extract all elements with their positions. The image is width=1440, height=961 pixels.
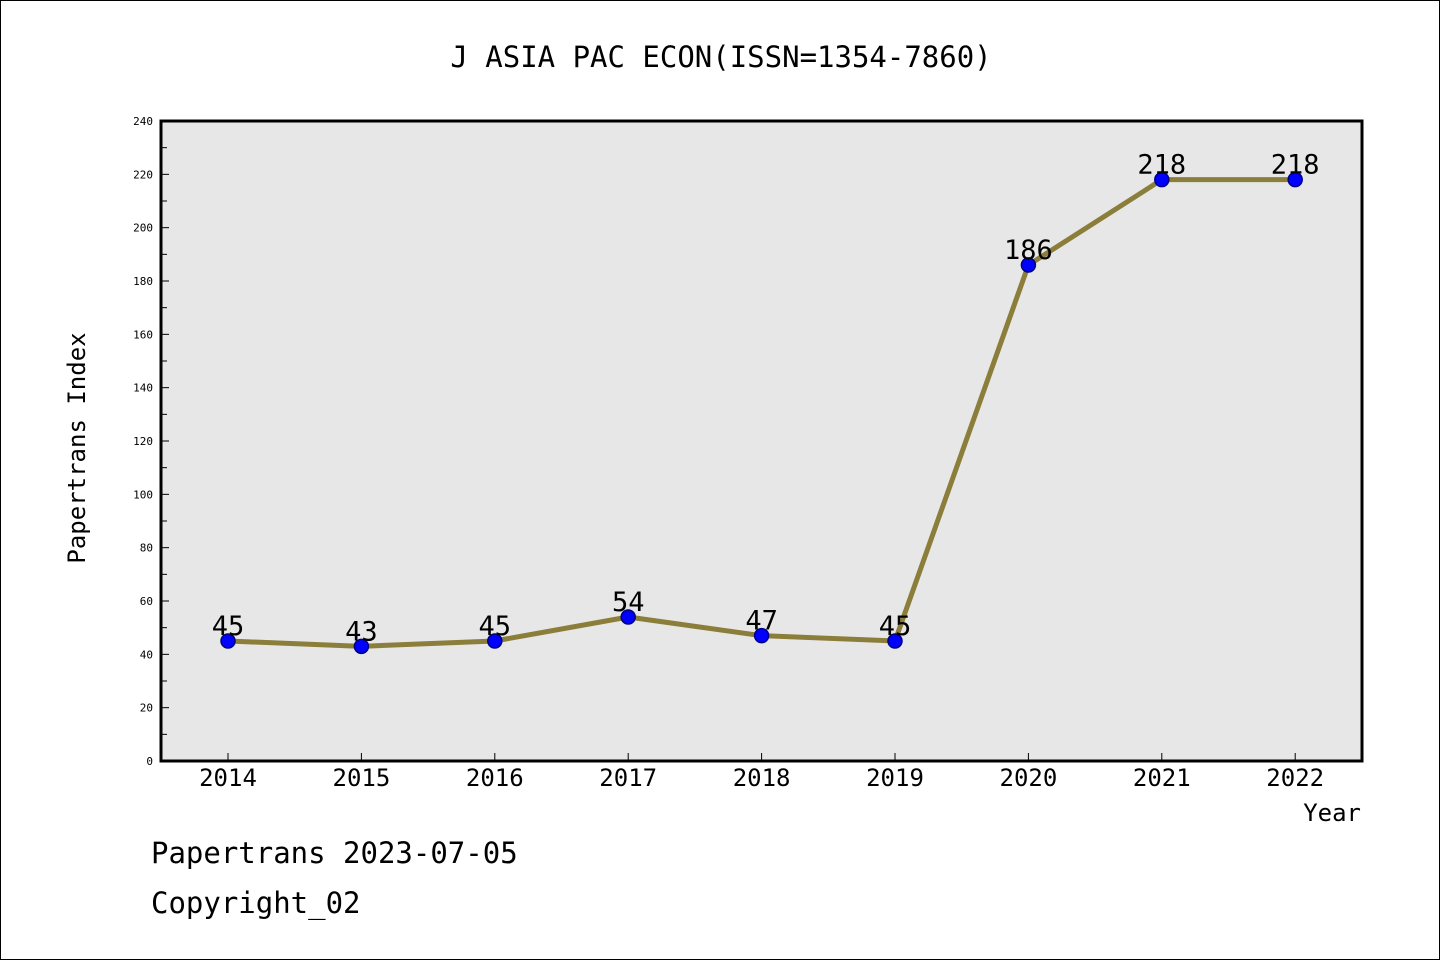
- data-label: 47: [745, 606, 778, 637]
- data-label: 218: [1271, 150, 1320, 181]
- y-tick-label: 120: [133, 435, 153, 448]
- data-point: [1020, 257, 1037, 273]
- data-label-layer: 45 43 45 54 47 45 186 218 218: [212, 150, 1320, 648]
- y-axis: 0 20 40 60 80 100 120 140 160 180 200 220 240: [133, 115, 169, 768]
- y-tick-label: 240: [133, 115, 153, 128]
- y-tick-label: 100: [133, 488, 153, 501]
- chart-title: J ASIA PAC ECON(ISSN=1354-7860): [450, 40, 991, 74]
- x-tick-label: 2018: [733, 764, 791, 792]
- y-tick-label: 20: [140, 702, 153, 715]
- y-tick-label: 180: [133, 275, 153, 288]
- x-axis-label: Year: [1303, 799, 1361, 827]
- y-axis-label: Papertrans Index: [63, 332, 91, 563]
- y-tick-label: 140: [133, 382, 153, 395]
- y-tick-label: 200: [133, 222, 153, 235]
- data-point: [1154, 171, 1170, 188]
- data-label: 45: [879, 611, 912, 642]
- x-tick-label: 2014: [199, 764, 257, 792]
- data-point-layer: [220, 171, 1303, 655]
- footer-date-line: Papertrans 2023-07-05: [151, 836, 518, 870]
- footer-copyright: Copyright_02: [151, 886, 361, 920]
- x-tick-label: 2015: [333, 764, 391, 792]
- x-tick-label: 2019: [866, 764, 924, 792]
- data-point: [620, 609, 636, 625]
- x-tick-label: 2021: [1133, 764, 1191, 792]
- y-tick-label: 220: [133, 168, 153, 181]
- x-axis: 2014 2015 2016 2017 2018 2019 2020 2021 2022: [199, 753, 1324, 792]
- y-tick-label: 40: [140, 648, 153, 661]
- y-tick-label: 0: [146, 755, 153, 768]
- data-point: [353, 638, 370, 655]
- data-label: 186: [1004, 235, 1053, 266]
- data-label: 218: [1137, 150, 1186, 181]
- y-tick-label: 60: [140, 595, 153, 608]
- data-point: [487, 633, 503, 649]
- data-point: [753, 627, 770, 644]
- data-point: [1287, 171, 1303, 188]
- data-point: [887, 633, 903, 649]
- x-tick-label: 2017: [599, 764, 657, 792]
- x-tick-label: 2016: [466, 764, 524, 792]
- plot-area: [159, 119, 1364, 763]
- data-label: 43: [345, 616, 378, 647]
- y-tick-label: 160: [133, 328, 153, 341]
- x-tick-label: 2020: [1000, 764, 1058, 792]
- data-label: 45: [479, 611, 512, 642]
- x-tick-label: 2022: [1266, 764, 1324, 792]
- data-point: [220, 633, 236, 649]
- data-label: 45: [212, 611, 245, 642]
- y-tick-label: 80: [140, 542, 153, 555]
- data-label: 54: [612, 587, 645, 618]
